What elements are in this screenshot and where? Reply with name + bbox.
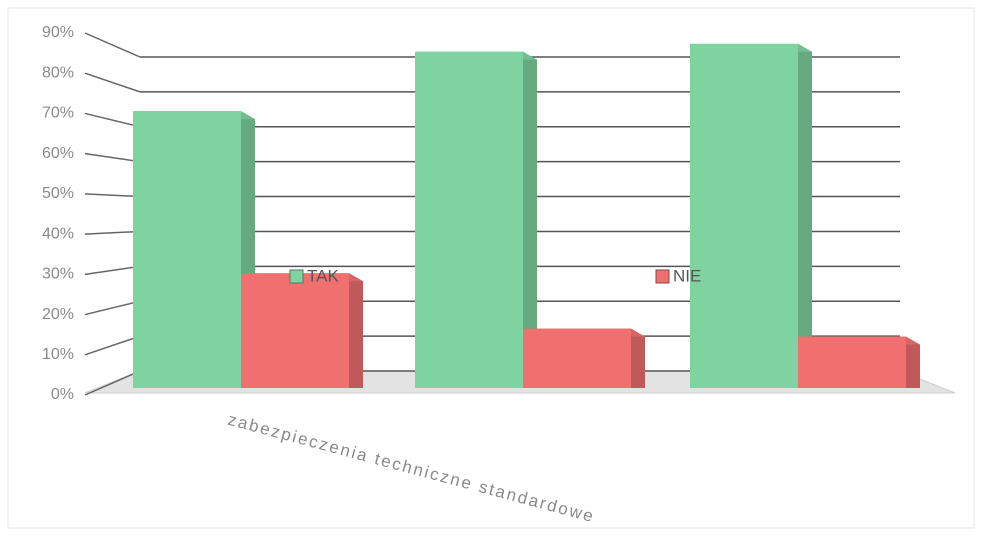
bar	[415, 51, 523, 389]
legend-label: TAK	[307, 266, 339, 285]
y-tick-label: 50%	[42, 185, 74, 202]
y-tick-label: 20%	[42, 306, 74, 323]
bar	[798, 336, 906, 388]
tick-line	[84, 32, 141, 58]
tick-line	[84, 72, 141, 93]
tick-line	[84, 193, 141, 198]
bar	[241, 273, 349, 388]
bar-side	[798, 43, 812, 388]
bar	[690, 43, 798, 388]
y-tick-label: 90%	[42, 24, 74, 41]
tick-line	[84, 152, 141, 163]
bar-side	[349, 273, 363, 388]
tick-line	[84, 112, 141, 128]
y-tick-label: 40%	[42, 225, 74, 242]
legend-label: NIE	[673, 266, 701, 285]
tick-line	[84, 370, 141, 396]
y-tick-label: 30%	[42, 266, 74, 283]
tick-line	[84, 335, 141, 356]
legend-swatch	[289, 269, 304, 284]
bar	[133, 111, 241, 388]
y-tick-label: 0%	[51, 386, 74, 403]
tick-line	[84, 265, 141, 276]
bar-side	[631, 328, 645, 388]
legend-swatch	[655, 269, 670, 284]
y-tick-label: 10%	[42, 346, 74, 363]
y-tick-label: 80%	[42, 64, 74, 81]
bar	[523, 328, 631, 388]
y-tick-label: 70%	[42, 105, 74, 122]
tick-line	[84, 300, 141, 316]
bar-side	[523, 51, 537, 389]
tick-line	[84, 230, 141, 235]
y-tick-label: 60%	[42, 145, 74, 162]
bar-side	[906, 336, 920, 388]
